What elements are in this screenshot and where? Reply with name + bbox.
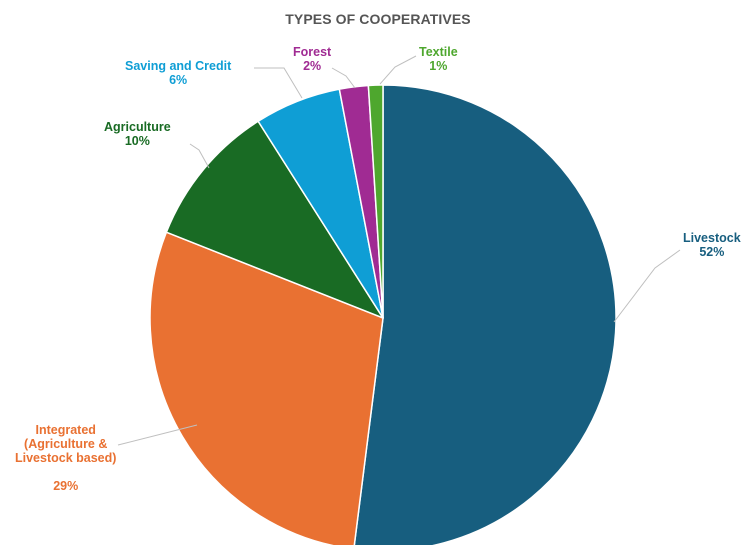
slice-label-textile: Textile 1% — [419, 45, 458, 73]
leader-line-agriculture — [189, 143, 210, 169]
slice-label-saving-and-credit-value: 6% — [169, 73, 188, 87]
slice-label-integrated-value: 29% — [53, 479, 79, 493]
leader-line-livestock — [613, 249, 681, 323]
slice-label-integrated: Integrated (Agriculture & Livestock base… — [15, 409, 116, 507]
slice-label-agriculture-name: Agriculture — [104, 120, 171, 134]
slice-label-livestock: Livestock 52% — [683, 231, 741, 259]
slice-label-livestock-name: Livestock — [683, 231, 741, 245]
slice-label-agriculture: Agriculture 10% — [104, 120, 171, 148]
slice-label-forest-value: 2% — [303, 59, 322, 73]
slice-label-forest: Forest 2% — [293, 45, 331, 73]
leader-line-saving-and-credit — [254, 67, 303, 99]
leader-line-forest — [331, 67, 356, 89]
slice-label-livestock-value: 52% — [699, 245, 725, 259]
slice-label-agriculture-value: 10% — [124, 134, 150, 148]
pie-slice-integrated — [149, 231, 384, 545]
pie-slice-textile — [367, 84, 384, 319]
pie-slice-livestock — [353, 84, 617, 545]
slice-label-saving-and-credit-name: Saving and Credit — [125, 59, 232, 73]
slice-label-textile-value: 1% — [429, 59, 448, 73]
slice-label-textile-name: Textile — [419, 45, 458, 59]
slice-label-forest-name: Forest — [293, 45, 332, 59]
slice-label-saving-and-credit: Saving and Credit 6% — [125, 59, 231, 87]
chart-title: TYPES OF COOPERATIVES — [285, 11, 471, 27]
leader-line-integrated — [117, 424, 198, 446]
leader-line-textile — [379, 55, 417, 85]
slice-label-integrated-name: Integrated (Agriculture & Livestock base… — [15, 423, 117, 465]
pie-slice-agriculture — [165, 120, 384, 319]
